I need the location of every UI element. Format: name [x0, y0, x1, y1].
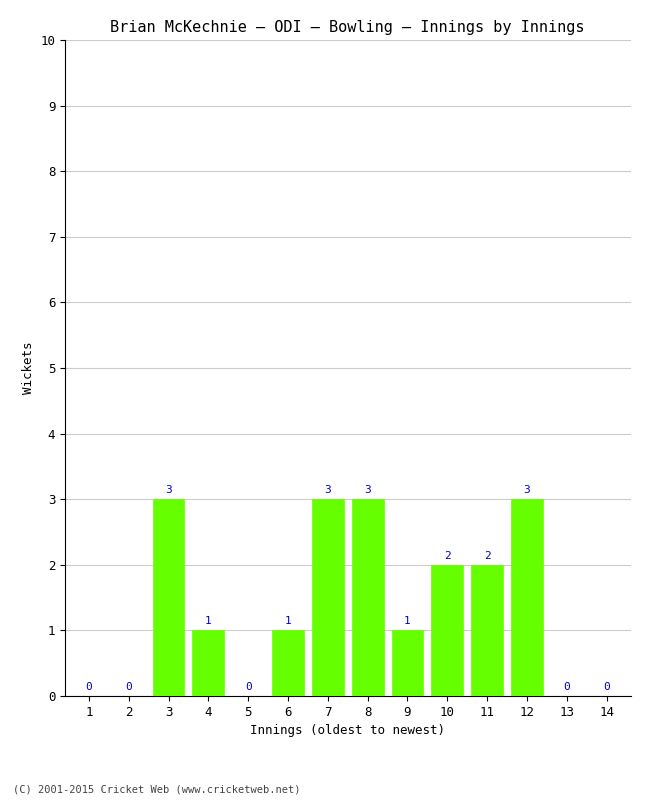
Text: 1: 1 [404, 617, 411, 626]
Text: 0: 0 [125, 682, 132, 692]
Text: 0: 0 [86, 682, 92, 692]
Text: 0: 0 [245, 682, 252, 692]
Bar [432, 565, 463, 696]
X-axis label: Innings (oldest to newest): Innings (oldest to newest) [250, 724, 445, 738]
Text: 3: 3 [364, 486, 371, 495]
Text: 2: 2 [444, 551, 450, 561]
Text: 1: 1 [205, 617, 212, 626]
Bar [272, 630, 304, 696]
Bar [312, 499, 344, 696]
Bar [192, 630, 224, 696]
Bar [391, 630, 423, 696]
Y-axis label: Wickets: Wickets [21, 342, 34, 394]
Text: 3: 3 [524, 486, 530, 495]
Text: 0: 0 [603, 682, 610, 692]
Bar [153, 499, 185, 696]
Bar [352, 499, 384, 696]
Text: 2: 2 [484, 551, 491, 561]
Bar [511, 499, 543, 696]
Title: Brian McKechnie – ODI – Bowling – Innings by Innings: Brian McKechnie – ODI – Bowling – Inning… [111, 20, 585, 34]
Text: 3: 3 [324, 486, 332, 495]
Bar [471, 565, 503, 696]
Text: 0: 0 [564, 682, 570, 692]
Text: 1: 1 [285, 617, 291, 626]
Text: (C) 2001-2015 Cricket Web (www.cricketweb.net): (C) 2001-2015 Cricket Web (www.cricketwe… [13, 784, 300, 794]
Text: 3: 3 [165, 486, 172, 495]
